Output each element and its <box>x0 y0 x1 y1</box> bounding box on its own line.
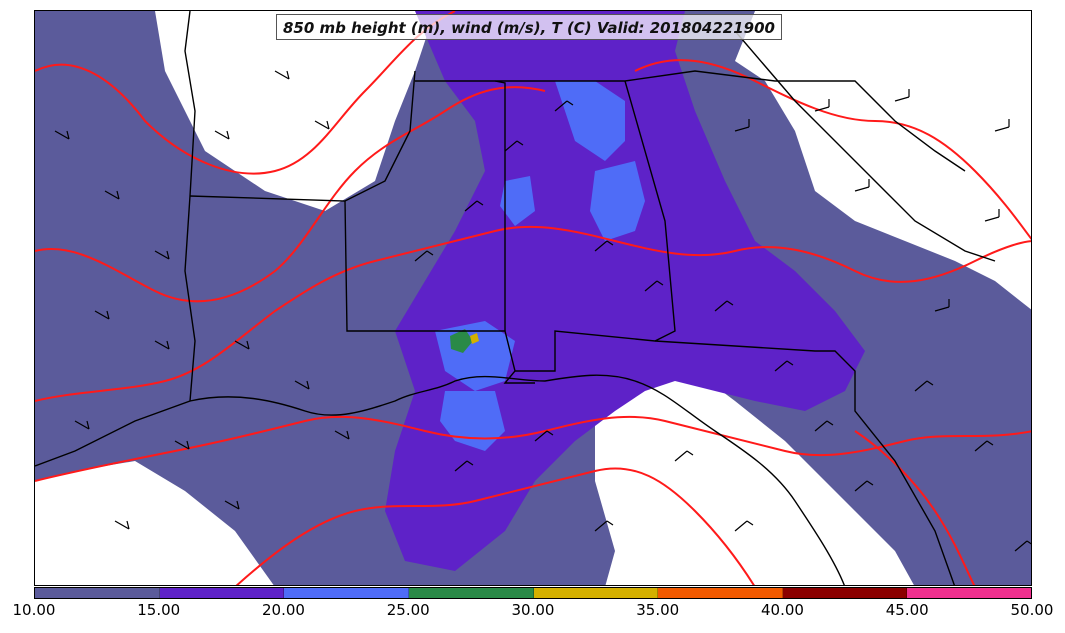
boundary-line <box>189 374 845 585</box>
colorbar-segment <box>907 588 1031 598</box>
wind-barb <box>234 340 250 350</box>
boundary-line <box>415 70 966 172</box>
colorbar-segment <box>284 588 409 598</box>
wind-barb <box>934 299 950 312</box>
wind-barb <box>94 310 110 320</box>
colorbar-tick-label: 50.00 <box>1010 601 1054 619</box>
shade-20-25-east <box>590 161 645 241</box>
wind-barb <box>154 340 170 350</box>
boundary-line <box>35 11 196 467</box>
wind-barb <box>644 280 664 292</box>
colorbar-tick-label: 10.00 <box>12 601 56 619</box>
wind-barb <box>414 250 434 262</box>
shade-25-30 <box>450 329 473 353</box>
wind-barb <box>224 500 240 510</box>
weather-map <box>35 11 1031 585</box>
colorbar-segment <box>35 588 160 598</box>
boundary-line <box>654 340 956 585</box>
wind-speed-shading <box>35 11 1031 585</box>
boundary-line <box>734 30 996 262</box>
colorbar-tick-label: 15.00 <box>137 601 181 619</box>
wind-barb <box>454 460 474 472</box>
wind-barbs <box>54 70 1031 552</box>
wind-barb <box>154 250 170 260</box>
shade-15-20 <box>385 11 865 571</box>
wind-barb <box>854 179 870 192</box>
temp-contour <box>35 415 1031 482</box>
shade-20-25-west <box>500 176 535 226</box>
wind-barb <box>894 89 910 102</box>
colorbar-segment <box>159 588 285 598</box>
wind-barb <box>734 119 750 132</box>
wind-barb <box>674 450 694 462</box>
wind-barb <box>594 520 614 532</box>
wind-barb <box>914 380 934 392</box>
map-panel <box>34 10 1032 586</box>
wind-barb <box>54 130 70 140</box>
colorbar-tick-label: 45.00 <box>885 601 929 619</box>
wind-barb <box>1014 540 1031 552</box>
wind-barb <box>974 440 994 452</box>
wind-barb <box>174 440 190 450</box>
wind-barb <box>464 200 484 212</box>
map-title: 850 mb height (m), wind (m/s), T (C) Val… <box>276 14 782 40</box>
colorbar-tick-label: 25.00 <box>386 601 430 619</box>
wind-barb <box>104 190 120 200</box>
wind-barb <box>334 430 350 440</box>
wind-barb <box>594 240 614 252</box>
shade-20-25-north <box>555 81 625 161</box>
wind-barb <box>114 520 130 530</box>
wind-barb <box>314 120 330 130</box>
colorbar-tick-label: 30.00 <box>511 601 555 619</box>
state-boundaries <box>35 11 996 585</box>
wind-barb <box>714 300 734 312</box>
wind-barb <box>774 360 794 372</box>
wind-barb <box>294 380 310 390</box>
temp-contour <box>35 86 546 303</box>
wind-barb <box>504 140 524 152</box>
wind-barb <box>74 420 90 430</box>
temperature-contours <box>35 11 1031 585</box>
colorbar-tick-label: 40.00 <box>761 601 804 619</box>
wind-barb <box>554 100 574 112</box>
temp-contour <box>35 11 456 175</box>
temp-contour <box>634 59 1031 241</box>
temp-contour <box>235 467 755 585</box>
wind-barb <box>534 430 554 442</box>
colorbar <box>34 587 1032 599</box>
wind-barb <box>854 480 874 492</box>
wind-barb <box>274 70 290 80</box>
wind-barb <box>214 130 230 140</box>
colorbar-tick-label: 35.00 <box>636 601 680 619</box>
wind-barb <box>994 119 1010 132</box>
shade-30-35 <box>470 333 479 344</box>
wind-barb <box>814 99 830 112</box>
colorbar-segment <box>658 588 783 598</box>
boundary-line <box>344 70 416 202</box>
wind-barb <box>734 520 754 532</box>
temp-contour <box>35 225 1031 402</box>
colorbar-segment <box>782 588 908 598</box>
colorbar-segment <box>408 588 534 598</box>
colorbar-tick-label: 20.00 <box>262 601 305 619</box>
wind-barb <box>984 209 1000 222</box>
wind-barb <box>814 420 834 432</box>
temp-contour <box>854 430 976 585</box>
colorbar-segment <box>533 588 659 598</box>
